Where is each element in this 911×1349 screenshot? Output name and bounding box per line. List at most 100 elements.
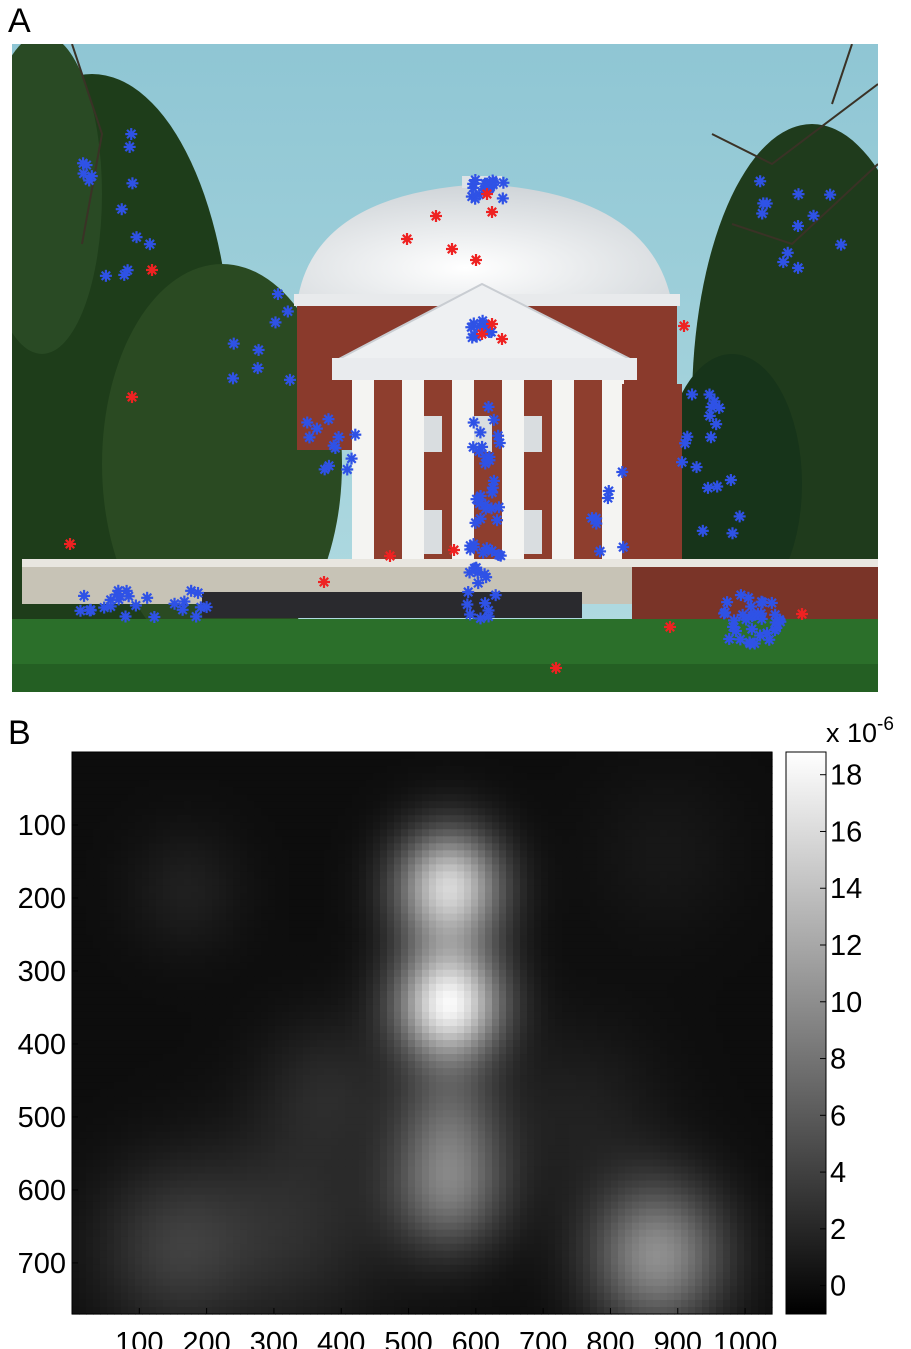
heatmap-cell (520, 759, 528, 767)
heatmap-cell (548, 892, 556, 901)
heatmap-cell (576, 1047, 584, 1055)
heatmap-cell (226, 808, 234, 816)
heatmap-cell (758, 927, 766, 936)
heatmap-cell (324, 990, 332, 999)
heatmap-cell (611, 1025, 619, 1034)
heatmap-cell (331, 801, 339, 809)
heatmap-cell (212, 787, 220, 795)
heatmap-cell (688, 766, 696, 774)
heatmap-cell (240, 990, 248, 999)
heatmap-cell (156, 857, 164, 866)
heatmap-cell (492, 885, 500, 894)
fixation-marker (301, 416, 314, 429)
heatmap-cell (317, 829, 325, 837)
heatmap-cell (142, 1033, 150, 1041)
heatmap-cell (191, 1061, 199, 1069)
heatmap-cell (366, 1047, 374, 1055)
heatmap-cell (373, 976, 381, 985)
heatmap-cell (667, 843, 675, 851)
heatmap-cell (492, 983, 500, 992)
heatmap-cell (534, 1061, 542, 1069)
heatmap-cell (604, 899, 612, 908)
fixation-marker (129, 599, 142, 612)
heatmap-cell (247, 1054, 255, 1062)
heatmap-cell (688, 892, 696, 901)
heatmap-cell (555, 962, 563, 971)
heatmap-cell (219, 955, 227, 964)
heatmap-cell (289, 801, 297, 809)
heatmap-cell (219, 878, 227, 887)
heatmap-cell (555, 864, 563, 873)
heatmap-cell (114, 857, 122, 866)
heatmap-cell (93, 976, 101, 985)
heatmap-cell (674, 927, 682, 936)
heatmap-cell (695, 864, 703, 873)
fixation-marker (464, 608, 477, 621)
heatmap-cell (240, 878, 248, 887)
heatmap-cell (345, 829, 353, 837)
heatmap-cell (114, 752, 122, 760)
heatmap-cell (373, 892, 381, 901)
heatmap-cell (611, 822, 619, 830)
heatmap-cell (618, 780, 626, 788)
heatmap-cell (163, 773, 171, 781)
heatmap-cell (695, 808, 703, 816)
heatmap-cell (583, 976, 591, 985)
heatmap-cell (429, 941, 437, 950)
heatmap-cell (142, 976, 150, 985)
heatmap-cell (268, 1004, 276, 1013)
heatmap-cell (268, 829, 276, 837)
heatmap-cell (485, 857, 493, 866)
heatmap-cell (695, 1061, 703, 1069)
heatmap-cell (723, 990, 731, 999)
heatmap-cell (408, 899, 416, 908)
heatmap-cell (464, 934, 472, 943)
heatmap-cell (520, 1011, 528, 1020)
heatmap-cell (366, 885, 374, 894)
heatmap-cell (226, 941, 234, 950)
heatmap-cell (177, 948, 185, 957)
heatmap-cell (450, 1025, 458, 1034)
heatmap-cell (233, 997, 241, 1006)
heatmap-cell (625, 766, 633, 774)
heatmap-cell (597, 1075, 605, 1083)
heatmap-cell (744, 941, 752, 950)
heatmap-cell (226, 1047, 234, 1055)
heatmap-cell (688, 1061, 696, 1069)
heatmap-cell (93, 815, 101, 823)
heatmap-cell (338, 787, 346, 795)
heatmap-cell (765, 941, 773, 950)
heatmap-cell (275, 1054, 283, 1062)
heatmap-cell (436, 976, 444, 985)
heatmap-cell (555, 906, 563, 915)
heatmap-cell (611, 794, 619, 802)
heatmap-cell (121, 948, 129, 957)
heatmap-cell (604, 773, 612, 781)
heatmap-cell (520, 962, 528, 971)
heatmap-cell (541, 969, 549, 978)
fixation-marker (472, 577, 485, 590)
heatmap-cell (436, 801, 444, 809)
heatmap-cell (492, 850, 500, 858)
heatmap-cell (632, 780, 640, 788)
heatmap-cell (450, 1004, 458, 1013)
heatmap-cell (317, 787, 325, 795)
heatmap-cell (135, 766, 143, 774)
heatmap-cell (415, 773, 423, 781)
heatmap-cell (121, 899, 129, 908)
heatmap-cell (506, 1047, 514, 1055)
heatmap-cell (359, 920, 367, 929)
heatmap-cell (331, 927, 339, 936)
fixation-marker (792, 188, 805, 201)
heatmap-cell (744, 990, 752, 999)
heatmap-cell (142, 1040, 150, 1048)
heatmap-cell (625, 759, 633, 767)
heatmap-cell (184, 927, 192, 936)
heatmap-cell (233, 1082, 241, 1090)
heatmap-cell (639, 1018, 647, 1027)
heatmap-cell (338, 906, 346, 915)
heatmap-cell (513, 871, 521, 880)
heatmap-cell (275, 899, 283, 908)
heatmap-cell (408, 948, 416, 957)
heatmap-cell (716, 752, 724, 760)
